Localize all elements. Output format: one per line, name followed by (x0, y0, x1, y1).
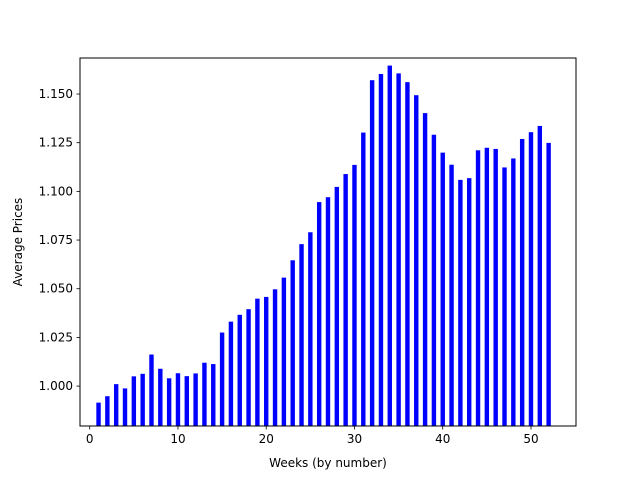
bar-week-10 (175, 373, 181, 426)
bar-week-29 (343, 174, 348, 426)
bar-week-6 (140, 373, 145, 426)
bar-week-43 (467, 178, 472, 426)
bar-week-5 (131, 376, 137, 426)
y-tick-label: 1.150 (39, 87, 73, 101)
bar-week-25 (308, 232, 313, 426)
bar-week-38 (422, 113, 428, 426)
x-axis-ticks: 0 10 20 30 40 50 (86, 426, 539, 446)
x-tick-label: 40 (435, 432, 450, 446)
bar-week-32 (369, 80, 375, 426)
x-tick-label: 20 (259, 432, 274, 446)
plot-area (96, 65, 551, 427)
bar-week-20 (264, 296, 269, 426)
bar-week-49 (519, 139, 525, 426)
y-axis-label: Average Prices (11, 198, 25, 287)
bar-week-45 (484, 147, 490, 426)
bar-week-31 (361, 132, 366, 426)
bar-week-22 (281, 277, 287, 426)
y-tick-label: 1.000 (39, 379, 73, 393)
bar-week-50 (528, 132, 534, 426)
bar-week-41 (449, 164, 454, 426)
y-axis-ticks: 1.000 1.025 1.050 1.075 1.100 1.125 1.150 (39, 87, 80, 393)
x-tick-label: 30 (347, 432, 362, 446)
bar-week-36 (405, 82, 410, 426)
bar-week-14 (211, 364, 216, 426)
bar-week-4 (122, 388, 128, 426)
bar-week-28 (334, 186, 340, 426)
bar-week-39 (431, 134, 437, 426)
bar-week-7 (149, 354, 154, 426)
bar-week-1 (96, 402, 101, 426)
bar-week-18 (246, 309, 251, 426)
x-tick-label: 10 (170, 432, 185, 446)
y-tick-label: 1.075 (39, 233, 73, 247)
bar-week-3 (113, 384, 119, 426)
bar-week-52 (546, 142, 551, 426)
y-tick-label: 1.100 (39, 184, 73, 198)
x-tick-label: 50 (523, 432, 538, 446)
bar-week-11 (184, 376, 189, 426)
bar-week-13 (202, 362, 207, 426)
y-tick-label: 1.125 (39, 136, 73, 150)
bar-week-8 (158, 368, 163, 426)
y-tick-label: 1.050 (39, 282, 73, 296)
bar-week-46 (493, 148, 498, 426)
y-tick-label: 1.025 (39, 330, 73, 344)
bar-week-23 (290, 260, 295, 426)
bar-week-42 (458, 179, 463, 426)
bar-week-17 (237, 314, 242, 426)
bar-week-48 (511, 158, 516, 426)
bar-week-26 (316, 202, 322, 426)
bar-week-12 (193, 373, 198, 426)
bar-week-21 (272, 289, 278, 426)
bar-week-9 (166, 378, 172, 426)
bar-week-35 (396, 73, 401, 426)
bar-week-51 (537, 125, 543, 426)
bar-week-44 (475, 150, 481, 427)
bar-week-15 (219, 332, 225, 426)
bar-week-19 (255, 298, 260, 426)
bar-week-37 (414, 95, 419, 426)
bar-week-40 (440, 152, 445, 426)
axes-frame (79, 57, 577, 427)
x-axis-label: Weeks (by number) (269, 456, 387, 470)
x-tick-label: 0 (86, 432, 94, 446)
bar-week-34 (387, 65, 392, 426)
bar-week-27 (325, 197, 331, 426)
bar-week-47 (502, 167, 507, 426)
bar-week-24 (299, 244, 304, 426)
bar-week-2 (105, 396, 110, 426)
bar-week-16 (228, 321, 234, 426)
bar-week-33 (378, 73, 384, 426)
bar-week-30 (352, 164, 357, 426)
